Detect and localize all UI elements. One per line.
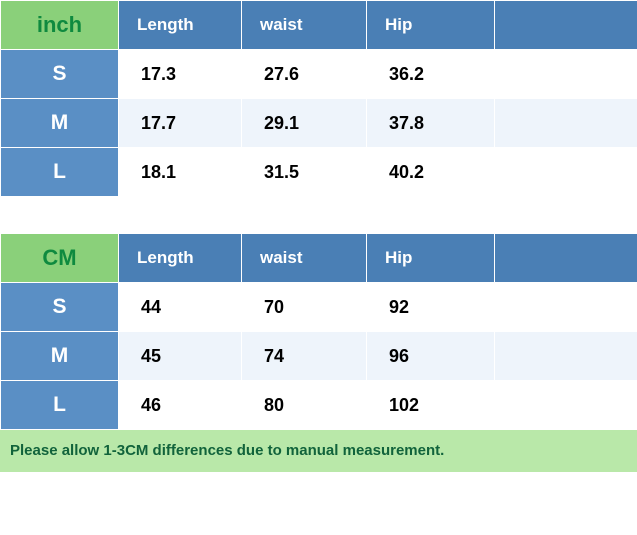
val-waist: 80: [242, 381, 367, 430]
val-length: 17.7: [119, 99, 242, 148]
size-table-cm: CM Length waist Hip S 44 70 92 M 45 74 9…: [0, 233, 637, 430]
size-label: M: [1, 99, 119, 148]
val-hip: 92: [367, 283, 495, 332]
table-row: S 44 70 92: [1, 283, 637, 332]
col-waist: waist: [242, 234, 367, 283]
val-waist: 70: [242, 283, 367, 332]
val-empty: [495, 99, 637, 148]
table-row: L 46 80 102: [1, 381, 637, 430]
val-empty: [495, 332, 637, 381]
val-hip: 96: [367, 332, 495, 381]
val-waist: 27.6: [242, 50, 367, 99]
val-empty: [495, 381, 637, 430]
val-length: 18.1: [119, 148, 242, 197]
size-label: L: [1, 148, 119, 197]
col-length: Length: [119, 234, 242, 283]
val-waist: 74: [242, 332, 367, 381]
val-waist: 29.1: [242, 99, 367, 148]
header-row: inch Length waist Hip: [1, 1, 637, 50]
col-empty: [495, 234, 637, 283]
unit-cell: CM: [1, 234, 119, 283]
val-length: 17.3: [119, 50, 242, 99]
val-length: 45: [119, 332, 242, 381]
val-hip: 36.2: [367, 50, 495, 99]
col-hip: Hip: [367, 234, 495, 283]
val-hip: 37.8: [367, 99, 495, 148]
val-hip: 102: [367, 381, 495, 430]
table-gap: [0, 197, 637, 233]
table-row: M 45 74 96: [1, 332, 637, 381]
val-empty: [495, 148, 637, 197]
val-length: 46: [119, 381, 242, 430]
size-label: M: [1, 332, 119, 381]
val-empty: [495, 50, 637, 99]
col-hip: Hip: [367, 1, 495, 50]
table-row: L 18.1 31.5 40.2: [1, 148, 637, 197]
col-length: Length: [119, 1, 242, 50]
size-label: S: [1, 50, 119, 99]
table-row: M 17.7 29.1 37.8: [1, 99, 637, 148]
size-label: S: [1, 283, 119, 332]
size-chart-container: inch Length waist Hip S 17.3 27.6 36.2 M…: [0, 0, 637, 472]
size-table-inch: inch Length waist Hip S 17.3 27.6 36.2 M…: [0, 0, 637, 197]
val-hip: 40.2: [367, 148, 495, 197]
table-row: S 17.3 27.6 36.2: [1, 50, 637, 99]
size-label: L: [1, 381, 119, 430]
unit-cell: inch: [1, 1, 119, 50]
header-row: CM Length waist Hip: [1, 234, 637, 283]
val-waist: 31.5: [242, 148, 367, 197]
col-waist: waist: [242, 1, 367, 50]
val-empty: [495, 283, 637, 332]
val-length: 44: [119, 283, 242, 332]
measurement-note: Please allow 1-3CM differences due to ma…: [0, 430, 637, 472]
col-empty: [495, 1, 637, 50]
